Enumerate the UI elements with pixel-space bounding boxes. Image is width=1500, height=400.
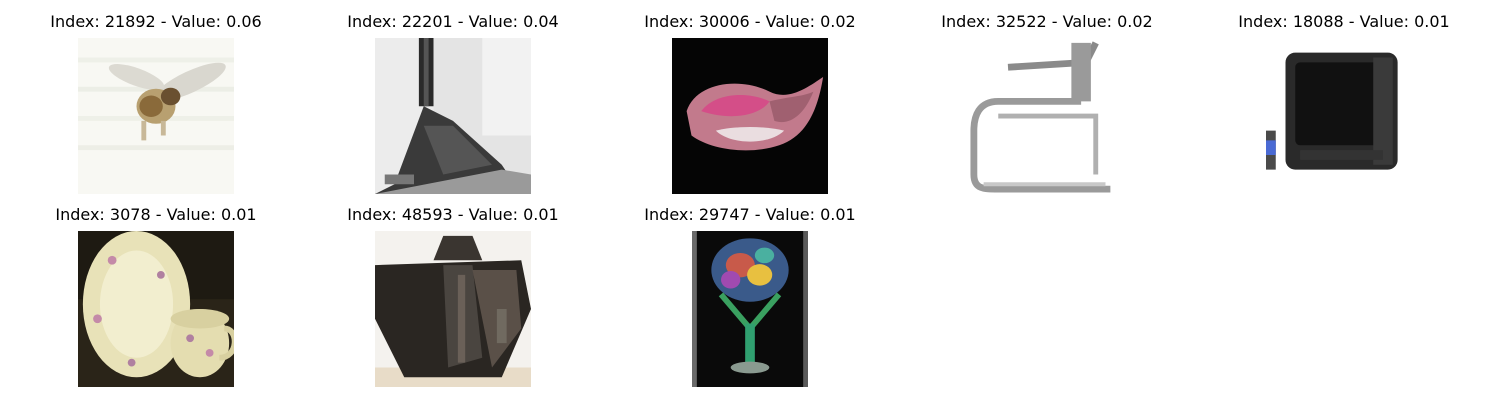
plate-and-cup-image	[78, 231, 234, 387]
cell-title: Index: 48593 - Value: 0.01	[323, 205, 583, 225]
bee-image	[78, 38, 234, 194]
chair-image	[969, 38, 1125, 194]
flower-image	[672, 38, 828, 194]
grid-cell: Index: 21892 - Value: 0.06	[26, 12, 286, 192]
cell-title: Index: 3078 - Value: 0.01	[26, 205, 286, 225]
grid-cell: Index: 3078 - Value: 0.01	[26, 205, 286, 385]
grid-cell: Index: 18088 - Value: 0.01	[1214, 12, 1474, 192]
cell-title: Index: 30006 - Value: 0.02	[620, 12, 880, 32]
grid-cell: Index: 29747 - Value: 0.01	[620, 205, 880, 385]
cell-title: Index: 21892 - Value: 0.06	[26, 12, 286, 32]
bag-image	[375, 231, 531, 387]
grid-cell: Index: 32522 - Value: 0.02	[917, 12, 1177, 192]
grid-cell: Index: 48593 - Value: 0.01	[323, 205, 583, 385]
cell-title: Index: 29747 - Value: 0.01	[620, 205, 880, 225]
television-image	[1266, 38, 1422, 194]
grid-cell: Index: 30006 - Value: 0.02	[620, 12, 880, 192]
cell-title: Index: 18088 - Value: 0.01	[1214, 12, 1474, 32]
grid-cell: Index: 22201 - Value: 0.04	[323, 12, 583, 192]
glass-image	[692, 231, 808, 387]
cell-title: Index: 32522 - Value: 0.02	[917, 12, 1177, 32]
train-image	[375, 38, 531, 194]
cell-title: Index: 22201 - Value: 0.04	[323, 12, 583, 32]
